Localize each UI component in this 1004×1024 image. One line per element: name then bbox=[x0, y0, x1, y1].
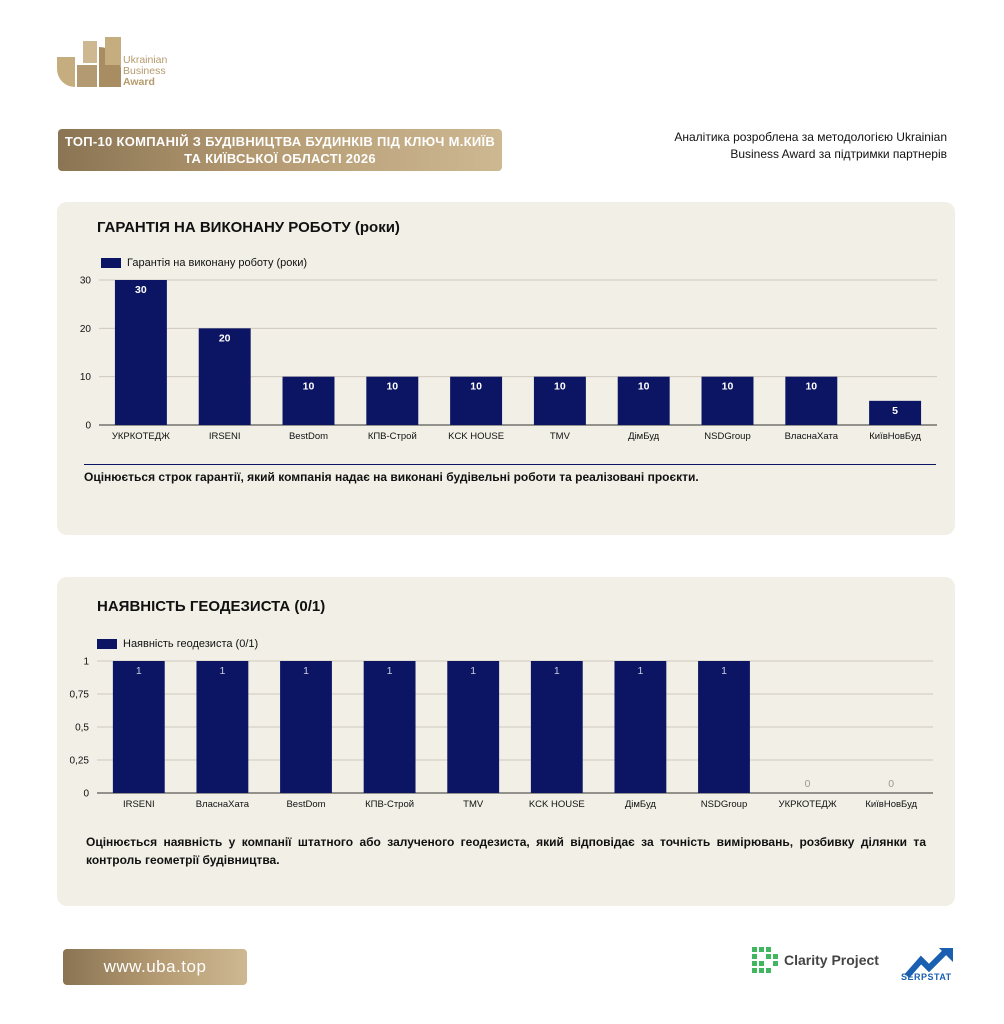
chart-title: НАЯВНІСТЬ ГЕОДЕЗИСТА (0/1) bbox=[97, 598, 326, 615]
data-label: 0 bbox=[888, 778, 894, 790]
x-category-label: BestDom bbox=[286, 799, 325, 810]
bar bbox=[114, 280, 167, 425]
chart-description: Оцінюється наявність у компанії штатного… bbox=[86, 835, 926, 867]
bar bbox=[530, 661, 583, 793]
methodology-note-line1: Аналітика розроблена за методологією Ukr… bbox=[674, 130, 947, 144]
bar bbox=[112, 661, 165, 793]
clarity-project-logo: Clarity Project bbox=[752, 947, 879, 973]
bar bbox=[869, 400, 922, 425]
bar bbox=[785, 376, 838, 425]
x-category-label: ВласнаХата bbox=[785, 431, 839, 442]
x-category-label: КПВ-Строй bbox=[368, 431, 417, 442]
x-category-label: УКРКОТЕДЖ bbox=[112, 431, 170, 442]
x-category-label: ДімБуд bbox=[628, 431, 660, 442]
data-label: 1 bbox=[637, 665, 643, 677]
bar bbox=[701, 376, 754, 425]
chart-legend: Гарантія на виконану роботу (роки) bbox=[101, 257, 307, 269]
data-label: 1 bbox=[219, 665, 225, 677]
website-link[interactable]: www.uba.top bbox=[63, 949, 247, 985]
x-category-label: IRSENI bbox=[123, 799, 155, 810]
x-category-label: NSDGroup bbox=[704, 431, 750, 442]
serpstat-label: SERPSTAT bbox=[901, 972, 952, 982]
chart-divider bbox=[84, 464, 936, 465]
bar bbox=[614, 661, 667, 793]
page-title-line1: ТОП-10 КОМПАНІЙ З БУДІВНИЦТВА БУДИНКІВ П… bbox=[64, 134, 496, 149]
x-category-label: УКРКОТЕДЖ bbox=[779, 799, 837, 810]
geodesist-card: НАЯВНІСТЬ ГЕОДЕЗИСТА (0/1) Наявність гео… bbox=[57, 577, 955, 906]
x-category-label: ВласнаХата bbox=[196, 799, 250, 810]
data-label: 1 bbox=[136, 665, 142, 677]
clarity-icon bbox=[752, 947, 778, 973]
page-title-line2: ТА КИЇВСЬКОЇ ОБЛАСТІ 2026 bbox=[184, 151, 376, 166]
data-label: 10 bbox=[722, 381, 734, 393]
legend-label: Наявність геодезиста (0/1) bbox=[123, 638, 259, 650]
data-label: 1 bbox=[470, 665, 476, 677]
data-label: 10 bbox=[554, 381, 566, 393]
x-category-label: КиївНовБуд bbox=[869, 431, 921, 442]
y-tick-label: 0,25 bbox=[70, 756, 90, 767]
x-category-label: BestDom bbox=[289, 431, 328, 442]
bar bbox=[617, 376, 670, 425]
chart-description: Оцінюється строк гарантії, який компанія… bbox=[84, 470, 699, 484]
data-label: 10 bbox=[470, 381, 482, 393]
x-category-label: КиївНовБуд bbox=[865, 799, 917, 810]
bar bbox=[363, 661, 416, 793]
legend-swatch bbox=[101, 258, 121, 268]
data-label: 5 bbox=[892, 405, 898, 417]
data-label: 10 bbox=[638, 381, 650, 393]
x-category-label: NSDGroup bbox=[701, 799, 747, 810]
chart-legend: Наявність геодезиста (0/1) bbox=[97, 638, 258, 650]
legend-swatch bbox=[97, 639, 117, 649]
geodesist-chart: 0 0,25 0,5 0,75 1 1 IRSENI 1 ВласнаХата 1 BestDom 1… bbox=[70, 657, 933, 810]
methodology-note: Аналітика розроблена за методологією Ukr… bbox=[620, 129, 947, 163]
x-category-label: TMV bbox=[550, 431, 571, 442]
logo-line3: Award bbox=[123, 76, 155, 88]
data-label: 10 bbox=[386, 381, 398, 393]
data-label: 1 bbox=[721, 665, 727, 677]
legend-label: Гарантія на виконану роботу (роки) bbox=[127, 257, 308, 269]
bar bbox=[280, 661, 332, 793]
y-tick-label: 0 bbox=[83, 789, 89, 800]
bar bbox=[450, 376, 503, 425]
warranty-card: ГАРАНТІЯ НА ВИКОНАНУ РОБОТУ (роки) Гаран… bbox=[57, 202, 955, 535]
data-label: 0 bbox=[805, 778, 811, 790]
data-label: 20 bbox=[219, 332, 231, 344]
logo-line2: Business bbox=[123, 65, 166, 77]
bar bbox=[447, 661, 500, 793]
y-tick-label: 0,5 bbox=[75, 723, 89, 734]
data-label: 30 bbox=[135, 284, 147, 296]
x-category-label: ДімБуд bbox=[625, 799, 657, 810]
serpstat-icon bbox=[904, 947, 953, 978]
bar bbox=[366, 376, 419, 425]
y-tick-label: 10 bbox=[80, 372, 92, 383]
page-title-badge: ТОП-10 КОМПАНІЙ З БУДІВНИЦТВА БУДИНКІВ П… bbox=[58, 129, 502, 171]
bar bbox=[198, 328, 251, 425]
y-tick-label: 30 bbox=[80, 276, 92, 287]
x-category-label: КПВ-Строй bbox=[365, 799, 414, 810]
bar bbox=[698, 661, 750, 793]
x-category-label: TMV bbox=[463, 799, 484, 810]
uba-logo-mark bbox=[57, 37, 121, 87]
clarity-label: Clarity Project bbox=[784, 952, 879, 968]
x-category-label: KCK HOUSE bbox=[529, 799, 585, 810]
warranty-chart: 0 10 20 30 30 УКРКОТЕДЖ 20 IRSENI 10 BestDom 10 КПВ… bbox=[80, 276, 937, 442]
bar bbox=[533, 376, 586, 425]
chart-title: ГАРАНТІЯ НА ВИКОНАНУ РОБОТУ (роки) bbox=[97, 219, 400, 236]
x-category-label: KCK HOUSE bbox=[448, 431, 504, 442]
y-tick-label: 1 bbox=[83, 657, 89, 668]
y-tick-label: 0,75 bbox=[70, 690, 90, 701]
data-label: 10 bbox=[805, 381, 817, 393]
data-label: 10 bbox=[303, 381, 315, 393]
data-label: 1 bbox=[554, 665, 560, 677]
bar bbox=[196, 661, 249, 793]
data-label: 1 bbox=[387, 665, 393, 677]
x-category-label: IRSENI bbox=[209, 431, 241, 442]
logo-line1: Ukrainian bbox=[123, 54, 168, 66]
bar bbox=[282, 376, 335, 425]
y-tick-label: 0 bbox=[85, 421, 91, 432]
methodology-note-line2: Business Award за підтримки партнерів bbox=[730, 147, 947, 161]
data-label: 1 bbox=[303, 665, 309, 677]
y-tick-label: 20 bbox=[80, 324, 92, 335]
